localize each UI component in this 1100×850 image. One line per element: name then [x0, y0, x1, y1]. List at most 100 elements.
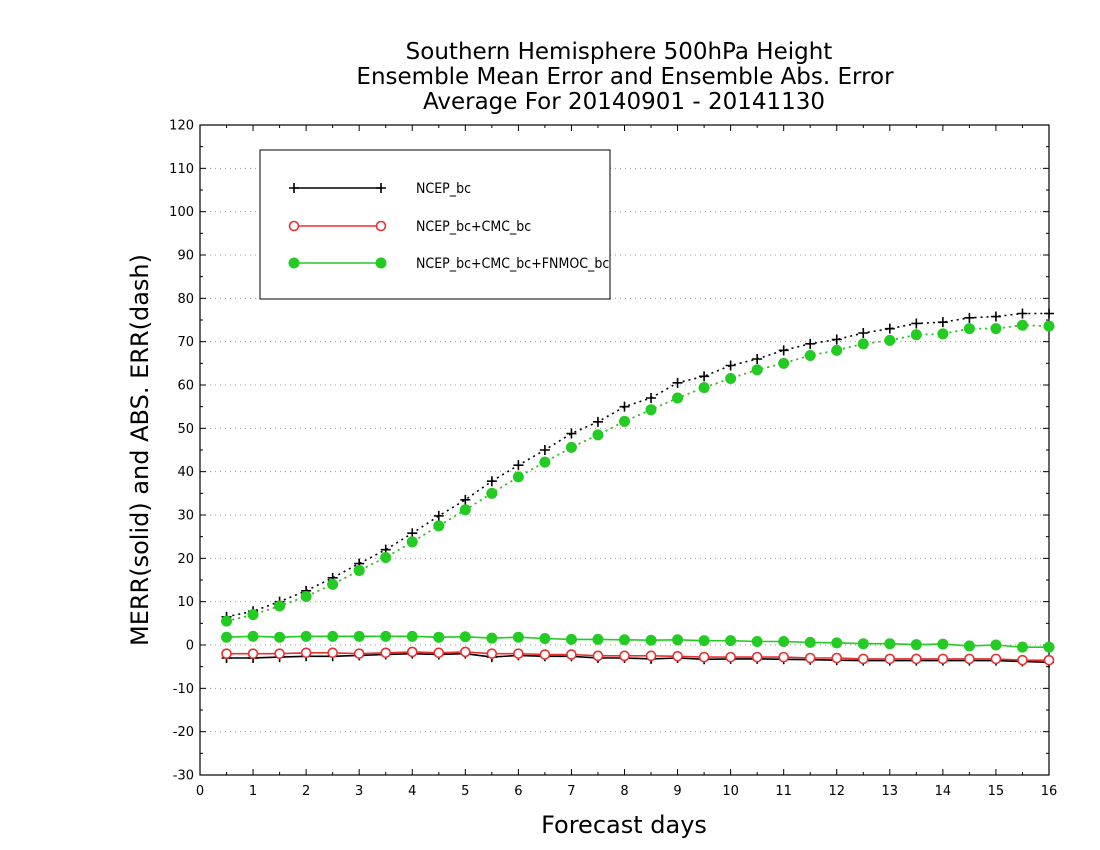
y-tick-label: 20	[177, 552, 194, 567]
abs-err-point	[778, 357, 790, 369]
abs-err-point	[884, 323, 895, 334]
merr-point	[565, 633, 577, 645]
abs-err-point	[646, 393, 657, 403]
merr-point	[327, 647, 338, 659]
merr-point	[459, 631, 471, 643]
abs-err-point	[380, 551, 392, 563]
merr-point	[274, 631, 286, 643]
abs-err-point	[274, 600, 286, 612]
y-tick-label: 100	[169, 205, 194, 220]
abs-err-point	[990, 311, 1001, 322]
abs-err-point	[990, 323, 1002, 335]
abs-err-point	[247, 609, 259, 621]
abs-err-point	[964, 312, 975, 323]
merr-point	[380, 630, 392, 642]
abs-err-point	[565, 441, 577, 453]
merr-point	[247, 648, 259, 659]
merr-point	[1043, 654, 1055, 666]
y-tick-label: -20	[173, 725, 194, 740]
abs-err-point	[963, 323, 975, 335]
merr-point	[698, 635, 710, 647]
chart-title-line-3: Average For 20140901 - 20141130	[423, 89, 825, 115]
series-2	[221, 319, 1055, 653]
merr-point	[884, 653, 896, 665]
merr-point	[1016, 641, 1028, 653]
x-tick-label: 11	[775, 784, 792, 799]
abs-err-point	[566, 428, 577, 439]
merr-point	[566, 649, 577, 660]
y-axis-label: MERR(solid) and ABS. ERR(dash)	[126, 254, 154, 646]
merr-point	[937, 653, 949, 665]
legend-label: NCEP_bc	[416, 181, 471, 197]
abs-err-point	[512, 471, 524, 483]
merr-point	[353, 630, 365, 642]
merr-point	[1017, 654, 1028, 666]
x-tick-label: 14	[935, 784, 952, 799]
x-tick-label: 9	[673, 784, 681, 799]
abs-err-point	[857, 338, 869, 350]
x-tick-label: 0	[196, 784, 204, 799]
x-axis-label: Forecast days	[541, 811, 707, 839]
abs-err-point	[911, 318, 922, 329]
abs-err-point	[804, 350, 816, 362]
y-tick-label: 0	[186, 639, 194, 654]
abs-err-point	[751, 364, 763, 376]
series	[221, 308, 1055, 668]
legend-label: NCEP_bc+CMC_bc+FNMOC_bc	[416, 256, 609, 272]
abs-err-point	[831, 344, 843, 356]
merr-point	[247, 630, 259, 642]
merr-point	[831, 637, 843, 649]
merr-point	[300, 630, 312, 642]
abs-err-point	[539, 445, 550, 455]
x-tick-label: 12	[828, 784, 845, 799]
merr-point	[778, 636, 790, 648]
merr-point	[645, 650, 657, 662]
y-tick-label: -10	[173, 682, 194, 697]
abs-err-point	[937, 317, 948, 328]
abs-err-point	[460, 494, 471, 505]
abs-err-point	[486, 476, 497, 487]
merr-point	[327, 630, 339, 642]
abs-err-point	[805, 338, 816, 349]
legend-marker	[376, 183, 386, 193]
legend-marker	[288, 257, 300, 269]
abs-err-point	[672, 377, 683, 388]
chart-title-line-2: Ensemble Mean Error and Ensemble Abs. Er…	[356, 64, 894, 90]
y-tick-label: 60	[177, 379, 194, 394]
merr-point	[512, 631, 524, 643]
merr-point	[698, 651, 710, 663]
series-abs-err-line	[226, 324, 1050, 622]
y-tick-label: 10	[177, 595, 194, 610]
merr-point	[406, 646, 418, 658]
y-tick-label: 70	[177, 335, 194, 350]
merr-point	[778, 651, 789, 663]
merr-point	[433, 647, 445, 659]
merr-point	[1043, 641, 1055, 653]
legend-label: NCEP_bc+CMC_bc	[416, 219, 531, 235]
abs-err-point	[619, 415, 630, 427]
abs-err-point	[699, 371, 710, 382]
merr-point	[353, 648, 365, 659]
abs-err-point	[1044, 308, 1054, 319]
x-tick-label: 8	[620, 784, 628, 799]
legend-marker	[288, 220, 300, 232]
legend-marker	[375, 257, 387, 269]
abs-err-point	[433, 510, 444, 521]
merr-point	[672, 650, 683, 662]
series-abs-err-line	[226, 312, 1049, 618]
abs-err-point	[221, 615, 233, 627]
merr-point	[486, 648, 498, 659]
abs-err-point	[459, 504, 471, 516]
abs-err-point	[300, 590, 312, 602]
abs-err-point	[725, 373, 737, 384]
merr-point	[751, 636, 763, 648]
merr-point	[592, 650, 604, 662]
abs-err-point	[752, 354, 763, 364]
abs-err-point	[1016, 319, 1028, 331]
merr-point	[990, 653, 1002, 665]
series-merr-line	[226, 652, 1050, 664]
x-tick-label: 16	[1041, 784, 1058, 799]
merr-point	[751, 651, 763, 663]
chart-title: Southern Hemisphere 500hPa Height Ensemb…	[356, 39, 894, 115]
